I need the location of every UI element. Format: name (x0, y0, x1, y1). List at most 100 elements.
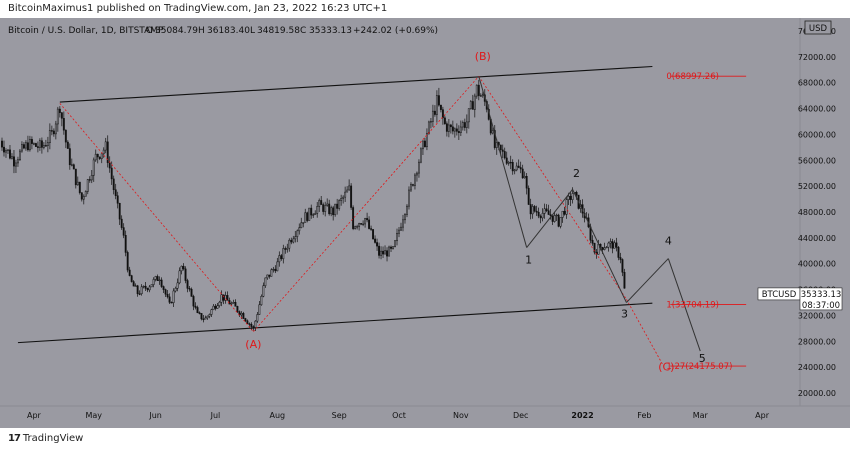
candle-body (463, 122, 466, 128)
candle-body (388, 246, 390, 257)
candle-body (34, 143, 37, 147)
candle-body (427, 121, 430, 134)
candle-body (136, 285, 139, 295)
candle-body (605, 246, 608, 249)
tradingview-logo[interactable]: 17 TradingView (8, 433, 83, 444)
candle-body (256, 314, 259, 322)
candle-body (282, 248, 285, 260)
candle-body (30, 139, 33, 144)
candle-body (242, 313, 245, 319)
candle-body (433, 110, 436, 115)
candle-body (414, 174, 416, 186)
time-tick-label: Mar (693, 411, 709, 420)
candle-body (184, 268, 187, 281)
time-tick-label: Dec (513, 411, 528, 420)
price-tick-label: 48000.00 (798, 208, 836, 217)
candle-body (24, 142, 27, 149)
candle-body (423, 140, 426, 148)
candle-body (202, 318, 205, 321)
candle-body (471, 101, 474, 110)
candle-body (533, 206, 536, 212)
candle-body (439, 104, 442, 110)
candle-body (94, 153, 97, 161)
currency-badge[interactable]: USD (804, 20, 832, 35)
candle-body (156, 276, 159, 281)
plot-background (0, 18, 850, 428)
red-wave-line (478, 75, 627, 300)
last-price-box: BTCUSD 35333.13 08:37:00 (757, 287, 843, 311)
candle-body (425, 133, 428, 148)
candle-body (290, 239, 293, 243)
published-text: BitcoinMaximus1 published on TradingView… (8, 3, 388, 14)
candle-body (519, 167, 522, 170)
candle-body (623, 272, 626, 289)
candle-body (112, 178, 115, 190)
candle-body (152, 279, 155, 285)
candle-body (372, 229, 375, 240)
candle-body (1, 140, 3, 148)
price-tick-label: 44000.00 (798, 234, 836, 243)
price-tick-label: 72000.00 (798, 53, 836, 62)
btc-chart[interactable]: 0(68997.26) 1(33704.19) 1.27(24175.07) (A)… (0, 18, 850, 428)
candle-body (196, 307, 199, 314)
candle-body (116, 195, 119, 204)
candle-body (142, 285, 145, 288)
candle-body (86, 179, 89, 192)
candle-body (601, 247, 604, 250)
candle-body (324, 205, 327, 212)
candle-body (358, 223, 361, 227)
candle-body (451, 126, 454, 132)
time-tick-label: Nov (453, 411, 469, 420)
wave-label: (A) (245, 338, 261, 351)
candle-body (539, 215, 542, 219)
ohlc-open-value: 35084.79 (155, 26, 198, 36)
candle-body (543, 208, 546, 214)
candle-body (124, 235, 127, 253)
time-axis[interactable]: Apr May Jun Jul Aug Sep Oct Nov Dec 2022 Feb Mar Apr (27, 411, 770, 420)
candle-body (418, 161, 420, 174)
candle-body (11, 156, 13, 159)
candle-body (419, 148, 422, 163)
time-tick-label: May (85, 411, 102, 420)
candle-body (70, 164, 73, 166)
candle-body (380, 250, 382, 256)
price-axis[interactable]: 76000.0072000.0068000.0064000.0060000.00… (798, 27, 836, 398)
candle-body (398, 229, 400, 234)
candle-body (549, 214, 552, 216)
candle-body (306, 212, 309, 221)
candle-body (90, 175, 93, 181)
candle-body (443, 117, 446, 124)
candle-body (19, 150, 21, 161)
candle-body (188, 288, 191, 290)
candle-body (224, 295, 227, 301)
candle-body (54, 123, 57, 135)
candle-body (44, 145, 47, 147)
candle-body (292, 238, 295, 243)
ohlc-close-label: C (300, 26, 306, 36)
price-tick-label: 52000.00 (798, 182, 836, 191)
fib-level-label: 1(33704.19) (666, 300, 719, 310)
candle-body (126, 252, 129, 271)
candle-body (378, 245, 381, 256)
candle-body (571, 193, 574, 200)
candle-body (288, 239, 291, 249)
candle-body (394, 240, 396, 247)
candle-body (575, 192, 578, 196)
candle-body (46, 142, 49, 147)
candle-body (216, 305, 219, 309)
candle-body (435, 95, 438, 115)
candle-body (100, 153, 103, 159)
candle-body (344, 191, 347, 198)
red-wave-line (626, 299, 663, 365)
candle-body (354, 226, 357, 229)
candle-body (96, 153, 99, 158)
candle-body (376, 242, 379, 247)
symbol-name: Bitcoin / U.S. Dollar, 1D, BITSTAMP (8, 26, 164, 36)
candle-body (477, 84, 480, 96)
candle-body (246, 320, 249, 324)
candle-body (535, 210, 538, 213)
candle-body (212, 305, 215, 310)
candle-body (304, 212, 307, 223)
candle-body (384, 250, 386, 255)
candle-body (56, 108, 59, 125)
